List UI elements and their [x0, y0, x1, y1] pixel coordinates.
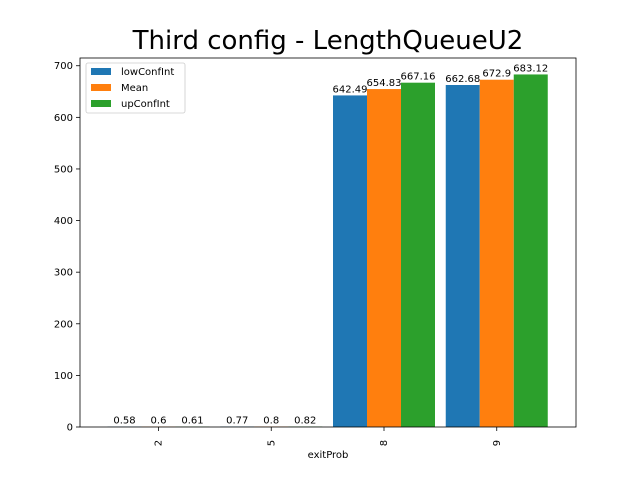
x-axis-label: exitProb — [308, 450, 349, 461]
bar-upConfInt-8 — [401, 82, 435, 427]
data-label-upConfInt-5: 0.82 — [294, 416, 316, 427]
x-tick-label-2: 2 — [154, 440, 165, 446]
plot-area: 0.58 0.6 0.61 2 0.77 0.8 0.82 5 642.49654.83667.… — [54, 57, 577, 446]
legend: lowConfInt Mean upConfInt — [85, 62, 186, 114]
legend-swatch-upConfInt — [91, 100, 111, 107]
legend-swatch-Mean — [91, 84, 111, 91]
x-tick-label-9: 9 — [492, 440, 503, 446]
data-label-lowConfInt-2: 0.58 — [113, 416, 135, 427]
x-tick-label-5: 5 — [266, 440, 277, 446]
y-tick-label-600: 600 — [54, 113, 73, 124]
legend-label-upConfInt: upConfInt — [121, 99, 170, 110]
bar-upConfInt-9 — [513, 74, 548, 427]
data-label-upConfInt-9: 683.12 — [513, 63, 548, 74]
data-label-Mean-9: 672.9 — [482, 69, 511, 80]
y-tick-label-200: 200 — [54, 319, 73, 330]
data-label-lowConfInt-5: 0.77 — [226, 416, 248, 427]
data-label-upConfInt-8: 667.16 — [401, 72, 436, 83]
data-label-upConfInt-2: 0.61 — [181, 416, 203, 427]
y-tick-label-400: 400 — [54, 216, 73, 227]
data-label-Mean-5: 0.8 — [263, 416, 279, 427]
bar-Mean-9 — [479, 79, 514, 427]
y-tick-label-700: 700 — [54, 61, 73, 72]
x-tick-label-8: 8 — [379, 440, 390, 446]
bar-lowConfInt-9 — [445, 85, 480, 427]
legend-label-Mean: Mean — [121, 83, 148, 94]
bar-lowConfInt-8 — [333, 95, 367, 428]
axes-frame — [79, 57, 577, 428]
bar-Mean-8 — [367, 89, 401, 428]
y-tick-label-500: 500 — [54, 164, 73, 175]
y-tick-label-0: 0 — [67, 423, 73, 434]
legend-label-lowConfInt: lowConfInt — [121, 67, 174, 78]
data-label-lowConfInt-9: 662.68 — [445, 74, 480, 85]
y-tick-label-300: 300 — [54, 268, 73, 279]
data-label-Mean-8: 654.83 — [367, 78, 402, 89]
chart-title: Third config - LengthQueueU2 — [132, 26, 524, 56]
y-tick-label-100: 100 — [54, 371, 73, 382]
legend-swatch-lowConfInt — [91, 68, 111, 75]
data-label-Mean-2: 0.6 — [151, 416, 167, 427]
data-label-lowConfInt-8: 642.49 — [333, 84, 368, 95]
